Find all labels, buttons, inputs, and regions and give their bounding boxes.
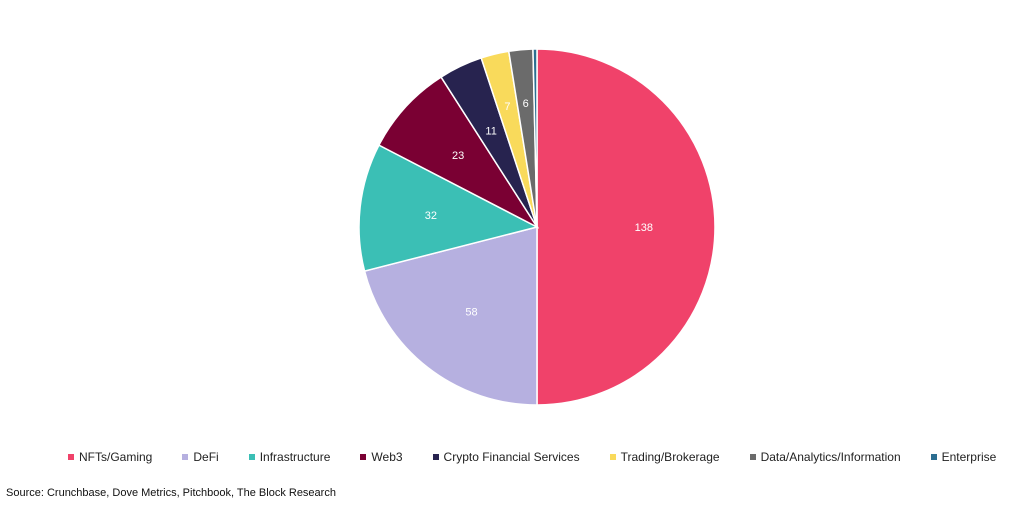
legend-item-data-analytics-information: Data/Analytics/Information	[749, 450, 901, 464]
legend-label: Trading/Brokerage	[620, 450, 720, 464]
legend-swatch	[248, 454, 255, 460]
pie-slice-defi	[363, 226, 538, 406]
legend-swatch	[360, 454, 367, 460]
legend-item-web3: Web3	[360, 450, 403, 464]
legend-item-defi: DeFi	[182, 450, 219, 464]
slice-value-label: 32	[425, 210, 437, 222]
pie-slice-web3	[377, 76, 540, 229]
chart-legend: NFTs/Gaming DeFi Infrastructure Web3 Cry…	[68, 450, 996, 464]
slice-value-label: 11	[485, 126, 496, 138]
pie-slice-enterprise	[532, 48, 538, 228]
legend-item-enterprise: Enterprise	[930, 450, 997, 464]
legend-label: Infrastructure	[259, 450, 331, 464]
legend-label: Web3	[371, 450, 403, 464]
slice-value-label: 58	[465, 306, 477, 318]
pie-chart: 138 58 32 23 11 7 6 1	[358, 39, 716, 406]
legend-label: Crypto Financial Services	[443, 450, 580, 464]
legend-swatch	[749, 454, 756, 460]
slice-value-label: 6	[523, 98, 529, 110]
legend-label: Enterprise	[941, 450, 997, 464]
legend-swatch	[68, 454, 74, 460]
legend-label: Data/Analytics/Information	[760, 450, 901, 464]
source-note: Source: Crunchbase, Dove Metrics, Pitchb…	[6, 487, 336, 499]
slice-value-label: 7	[504, 101, 510, 113]
legend-item-crypto-financial-services: Crypto Financial Services	[432, 450, 580, 464]
slice-value-label: 23	[452, 150, 464, 162]
legend-swatch	[930, 454, 937, 460]
legend-label: DeFi	[193, 450, 219, 464]
legend-label: NFTs/Gaming	[79, 450, 153, 464]
legend-item-trading-brokerage: Trading/Brokerage	[609, 450, 720, 464]
pie-slice-infrastructure	[358, 144, 540, 273]
legend-item-nfts-gaming: NFTs/Gaming	[68, 450, 152, 464]
slice-value-label: 1	[532, 39, 538, 51]
legend-item-infrastructure: Infrastructure	[248, 450, 331, 464]
legend-swatch	[432, 454, 439, 460]
legend-swatch	[182, 454, 189, 460]
pie-slice-nfts-gaming	[536, 48, 716, 406]
legend-swatch	[609, 454, 616, 460]
slice-value-label: 138	[635, 222, 653, 234]
